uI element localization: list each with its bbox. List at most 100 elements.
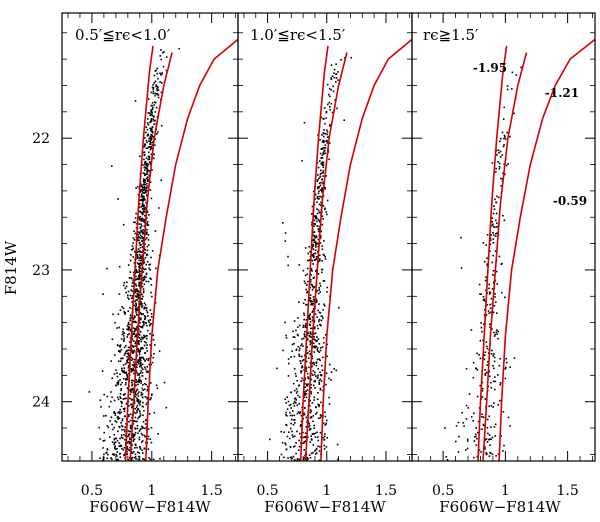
star-point <box>496 283 498 285</box>
star-point <box>312 432 315 435</box>
star-point <box>131 335 134 337</box>
star-point <box>126 360 129 362</box>
star-point <box>141 434 144 436</box>
star-point <box>130 403 133 405</box>
star-point <box>118 293 121 295</box>
star-point <box>130 316 133 319</box>
star-point <box>305 326 307 328</box>
star-point <box>489 444 491 446</box>
star-point <box>150 153 153 155</box>
star-point <box>306 290 309 293</box>
star-point <box>301 343 303 345</box>
star-point <box>122 332 125 334</box>
star-point <box>148 158 151 160</box>
star-point <box>482 387 484 390</box>
star-point <box>135 302 137 305</box>
star-point <box>491 224 494 227</box>
star-point <box>122 378 125 380</box>
star-point <box>315 452 318 454</box>
star-point <box>139 365 141 368</box>
star-point <box>136 294 139 296</box>
star-point <box>123 408 126 411</box>
star-point <box>135 271 137 274</box>
star-point <box>309 441 312 443</box>
star-point <box>308 350 311 352</box>
star-point <box>140 391 143 394</box>
star-point <box>137 292 139 295</box>
star-point <box>300 362 302 365</box>
star-point <box>138 231 141 234</box>
star-point <box>153 115 155 118</box>
star-point <box>144 352 147 354</box>
star-point <box>126 325 129 327</box>
star-point <box>148 146 150 148</box>
star-point <box>313 215 316 217</box>
star-point <box>481 381 484 384</box>
star-point <box>143 336 146 339</box>
star-point <box>142 233 144 235</box>
star-point <box>127 435 130 437</box>
star-point <box>276 367 278 370</box>
star-point <box>312 370 315 372</box>
star-point <box>128 442 131 445</box>
star-point <box>135 187 137 189</box>
star-point <box>313 373 316 376</box>
star-point <box>321 223 324 226</box>
star-point <box>485 341 488 343</box>
star-point <box>483 298 485 301</box>
star-point <box>318 383 321 385</box>
star-point <box>495 455 497 457</box>
star-point <box>316 316 318 318</box>
star-point <box>130 348 133 351</box>
star-point <box>140 264 143 266</box>
star-point <box>306 291 308 294</box>
star-point <box>311 374 314 376</box>
star-point <box>294 372 297 375</box>
star-point <box>314 242 317 245</box>
star-point <box>492 355 494 357</box>
star-point <box>489 438 491 440</box>
star-point <box>321 315 323 318</box>
star-point <box>330 379 332 381</box>
star-point <box>153 153 155 156</box>
star-point <box>121 370 123 372</box>
star-point <box>318 220 321 223</box>
star-point <box>495 171 497 173</box>
star-point <box>125 423 127 425</box>
star-point <box>136 278 138 280</box>
star-point <box>145 383 147 386</box>
star-point <box>494 226 496 228</box>
star-point <box>129 438 131 440</box>
star-point <box>319 242 322 244</box>
star-point <box>318 186 321 188</box>
star-point <box>131 383 134 386</box>
isochrone-line-3 <box>320 38 413 462</box>
star-point <box>149 143 151 146</box>
star-point <box>486 364 489 366</box>
star-point <box>298 264 301 266</box>
star-point <box>150 142 152 144</box>
star-point <box>306 338 309 340</box>
star-point <box>129 307 131 309</box>
star-point <box>482 299 485 301</box>
star-point <box>117 411 119 414</box>
star-point <box>150 134 152 136</box>
star-point <box>147 244 150 246</box>
star-point <box>312 303 315 305</box>
star-point <box>313 223 315 225</box>
star-point <box>481 390 484 392</box>
star-point <box>318 190 320 193</box>
star-point <box>146 171 148 174</box>
star-point <box>308 315 311 317</box>
star-point <box>486 304 489 306</box>
star-point <box>307 377 310 380</box>
star-point <box>139 448 142 450</box>
star-point <box>147 112 150 114</box>
star-point <box>143 358 145 361</box>
star-point <box>137 349 140 351</box>
star-point <box>493 426 496 428</box>
star-point <box>114 321 116 324</box>
star-point <box>323 254 325 257</box>
star-point <box>335 73 337 76</box>
